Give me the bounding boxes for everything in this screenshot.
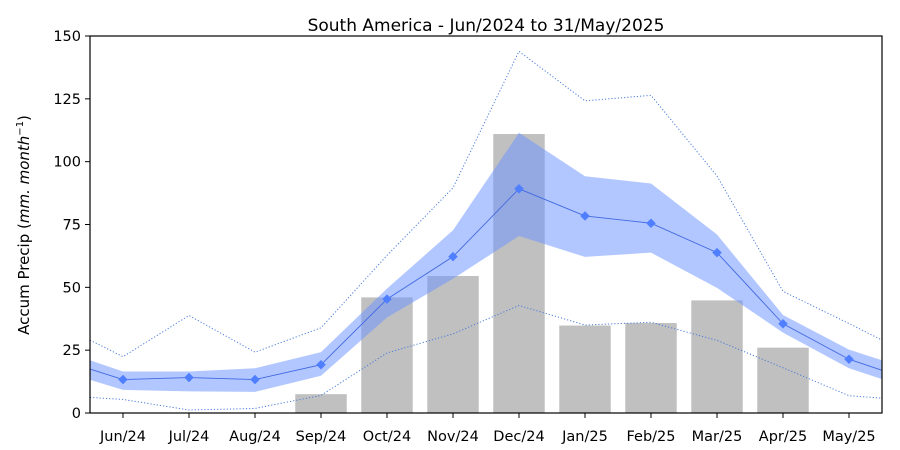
bar-feb-25 [625, 323, 677, 413]
x-tick-label: May/25 [822, 429, 875, 445]
mean-marker [316, 359, 326, 370]
bar-sep-24 [295, 394, 347, 413]
mean-marker [514, 183, 524, 194]
mean-marker [844, 354, 854, 365]
max-line [89, 50, 883, 358]
y-tick-label: 100 [53, 155, 81, 171]
y-axis-label: Accum Precip (mm. month−1) [15, 115, 33, 335]
x-tick-label: Aug/24 [229, 429, 281, 445]
spread-band [90, 132, 882, 392]
y-tick-label: 150 [53, 29, 81, 45]
x-tick-label: Jan/25 [561, 429, 608, 445]
bar-nov-24 [427, 276, 479, 413]
y-tick-label: 125 [53, 92, 81, 108]
mean-line [89, 188, 883, 381]
y-tick-label: 50 [63, 280, 81, 296]
bar-jan-25 [559, 325, 611, 413]
plot-frame [89, 35, 883, 414]
mean-marker [778, 318, 788, 329]
mean-marker [448, 251, 458, 262]
bar-apr-25 [757, 347, 809, 413]
x-axis: Jun/24 Jul/24 Aug/24 Sep/24 Oct/24 Nov/24 Dec/… [99, 413, 876, 445]
y-tick-label: 25 [63, 343, 81, 359]
y-tick-label: 75 [63, 218, 81, 234]
x-tick-label: Oct/24 [363, 429, 411, 445]
bar-mar-25 [691, 300, 743, 413]
x-tick-label: Apr/25 [759, 429, 807, 445]
y-axis: 0 25 50 75 100 125 150 [53, 29, 90, 422]
x-tick-label: Jun/24 [99, 429, 146, 445]
mean-marker [580, 211, 590, 221]
mean-marker [118, 374, 128, 385]
x-tick-label: Mar/25 [692, 429, 743, 445]
mean-marker [184, 372, 194, 383]
y-tick-label: 0 [72, 406, 81, 422]
plot-area [89, 50, 883, 413]
min-line [89, 304, 883, 411]
x-tick-label: Jul/24 [168, 429, 210, 445]
mean-marker [712, 247, 722, 258]
mean-marker [382, 294, 392, 304]
x-tick-label: Nov/24 [427, 429, 479, 445]
x-tick-label: Dec/24 [493, 429, 544, 445]
chart-title: South America - Jun/2024 to 31/May/2025 [308, 16, 665, 36]
x-tick-label: Sep/24 [296, 429, 347, 445]
mean-marker [250, 374, 260, 385]
mean-marker [646, 218, 656, 229]
x-tick-label: Feb/25 [626, 429, 675, 445]
